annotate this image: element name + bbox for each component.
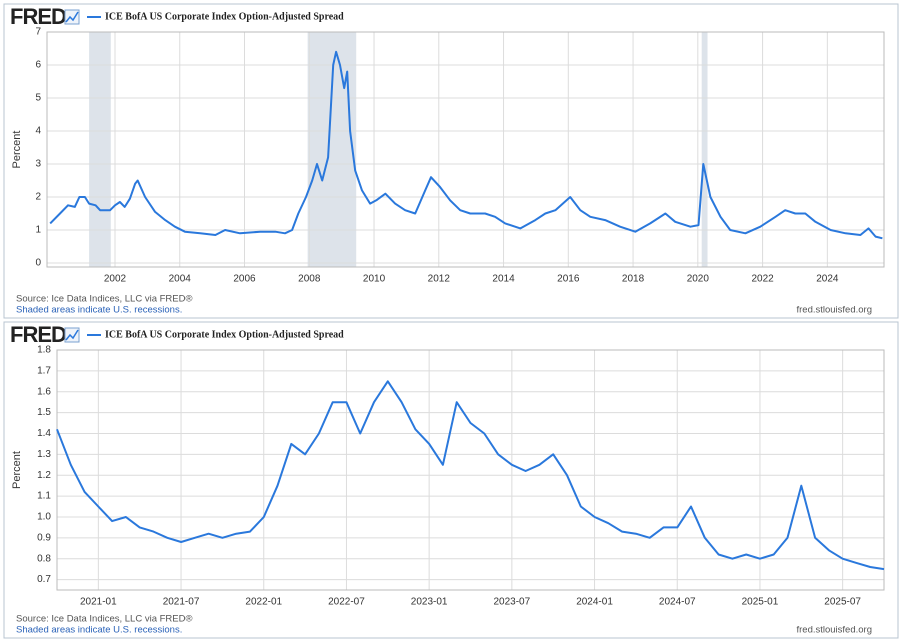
y-tick-label: 1.7 <box>37 366 51 377</box>
recession-note: Shaded areas indicate U.S. recessions. <box>16 305 182 316</box>
x-tick-label: 2023-01 <box>411 597 448 608</box>
legend-label: ICE BofA US Corporate Index Option-Adjus… <box>105 329 344 340</box>
y-tick-label: 0.8 <box>37 553 51 564</box>
recession-band <box>89 32 111 267</box>
x-tick-label: 2022 <box>751 274 774 285</box>
y-tick-label: 0 <box>35 258 41 269</box>
y-tick-label: 1.6 <box>37 386 51 397</box>
x-tick-label: 2020 <box>687 274 710 285</box>
y-tick-label: 1.8 <box>37 345 51 356</box>
logo: FRED <box>10 4 66 29</box>
y-tick-label: 4 <box>35 126 41 137</box>
x-tick-label: 2022-01 <box>245 597 282 608</box>
x-tick-label: 2022-07 <box>328 597 365 608</box>
y-tick-label: 3 <box>35 159 41 170</box>
x-tick-label: 2004 <box>169 274 192 285</box>
y-tick-label: 1.4 <box>37 428 51 439</box>
y-tick-label: 1.0 <box>37 512 51 523</box>
y-tick-label: 2 <box>35 192 41 203</box>
y-tick-label: 1 <box>35 225 41 236</box>
y-axis-label: Percent <box>11 131 23 169</box>
logo-icon <box>65 329 79 341</box>
x-tick-label: 2024 <box>816 274 839 285</box>
x-tick-label: 2016 <box>557 274 580 285</box>
recession-band <box>701 32 708 267</box>
logo-icon <box>64 9 80 25</box>
x-tick-label: 2002 <box>104 274 127 285</box>
y-tick-label: 0.9 <box>37 532 51 543</box>
y-tick-label: 1.2 <box>37 470 51 481</box>
x-tick-label: 2021-07 <box>163 597 200 608</box>
x-tick-label: 2023-07 <box>493 597 530 608</box>
series-line <box>56 380 885 571</box>
logo-icon <box>65 11 79 23</box>
logo: FRED <box>10 322 66 347</box>
source: Source: Ice Data Indices, LLC via FRED® <box>16 294 193 305</box>
x-tick-label: 2018 <box>622 274 645 285</box>
panel <box>3 321 899 639</box>
recession-note: Shaded areas indicate U.S. recessions. <box>16 625 182 636</box>
x-tick-label: 2010 <box>363 274 386 285</box>
y-tick-label: 1.3 <box>37 449 51 460</box>
source: Source: Ice Data Indices, LLC via FRED® <box>16 614 193 625</box>
panel <box>3 3 899 319</box>
legend-label: ICE BofA US Corporate Index Option-Adjus… <box>105 11 344 22</box>
recession-band <box>307 32 357 267</box>
series-line <box>49 50 883 240</box>
y-axis-label: Percent <box>11 451 23 489</box>
x-tick-label: 2024-01 <box>576 597 613 608</box>
plot-frame <box>46 31 885 268</box>
y-tick-label: 0.7 <box>37 574 51 585</box>
site: fred.stlouisfed.org <box>796 305 872 316</box>
x-tick-label: 2014 <box>492 274 515 285</box>
x-tick-label: 2008 <box>298 274 321 285</box>
x-tick-label: 2021-01 <box>80 597 117 608</box>
y-tick-label: 1.1 <box>37 491 51 502</box>
y-tick-label: 6 <box>35 60 41 71</box>
x-tick-label: 2012 <box>428 274 451 285</box>
x-tick-label: 2025-07 <box>824 597 861 608</box>
x-tick-label: 2024-07 <box>659 597 696 608</box>
plot-frame <box>56 349 885 591</box>
x-tick-label: 2006 <box>233 274 256 285</box>
y-tick-label: 5 <box>35 93 41 104</box>
site: fred.stlouisfed.org <box>796 625 872 636</box>
logo-icon <box>64 327 80 343</box>
y-tick-label: 7 <box>35 27 41 38</box>
y-tick-label: 1.5 <box>37 407 51 418</box>
x-tick-label: 2025-01 <box>742 597 779 608</box>
